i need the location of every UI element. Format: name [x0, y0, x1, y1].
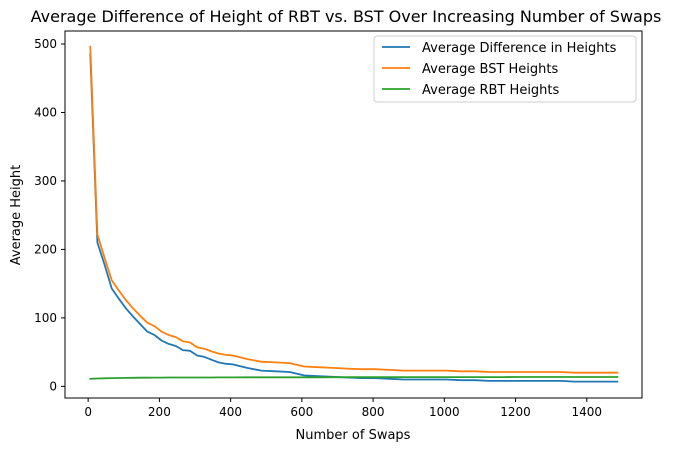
- series-line-1: [89, 53, 619, 383]
- x-tick-label: 1400: [572, 405, 603, 419]
- x-axis: 0 200 400 600 800 1000 1200 1400: [84, 398, 602, 419]
- x-tick-label: 600: [290, 405, 313, 419]
- legend-label: Average BST Heights: [422, 62, 559, 77]
- y-tick-label: 500: [34, 37, 57, 51]
- legend: Average Difference in Heights Average BST…: [373, 35, 637, 103]
- y-tick-label: 0: [49, 379, 57, 393]
- y-tick-label: 400: [34, 105, 57, 119]
- x-tick-label: 1000: [429, 405, 460, 419]
- legend-box: [373, 35, 637, 103]
- x-tick-label: 200: [148, 405, 171, 419]
- y-axis: 0 100 200 300 400 500: [34, 37, 65, 393]
- legend-label: Average RBT Heights: [422, 83, 560, 98]
- x-tick-label: 1200: [500, 405, 531, 419]
- y-axis-label: Average Height: [9, 165, 24, 266]
- y-tick-label: 100: [34, 311, 57, 325]
- x-axis-label: Number of Swaps: [296, 428, 411, 443]
- plot-frame: [64, 30, 643, 399]
- legend-label: Average Difference in Heights: [422, 41, 617, 56]
- series-line-3: [89, 376, 619, 380]
- series-line-2: [89, 45, 619, 374]
- y-tick-label: 300: [34, 174, 57, 188]
- y-tick-label: 200: [34, 242, 57, 256]
- chart-title: Average Difference of Height of RBT vs. …: [31, 7, 662, 26]
- x-tick-label: 400: [219, 405, 242, 419]
- x-tick-label: 800: [362, 405, 385, 419]
- x-tick-label: 0: [84, 405, 92, 419]
- plot-area: [64, 30, 643, 399]
